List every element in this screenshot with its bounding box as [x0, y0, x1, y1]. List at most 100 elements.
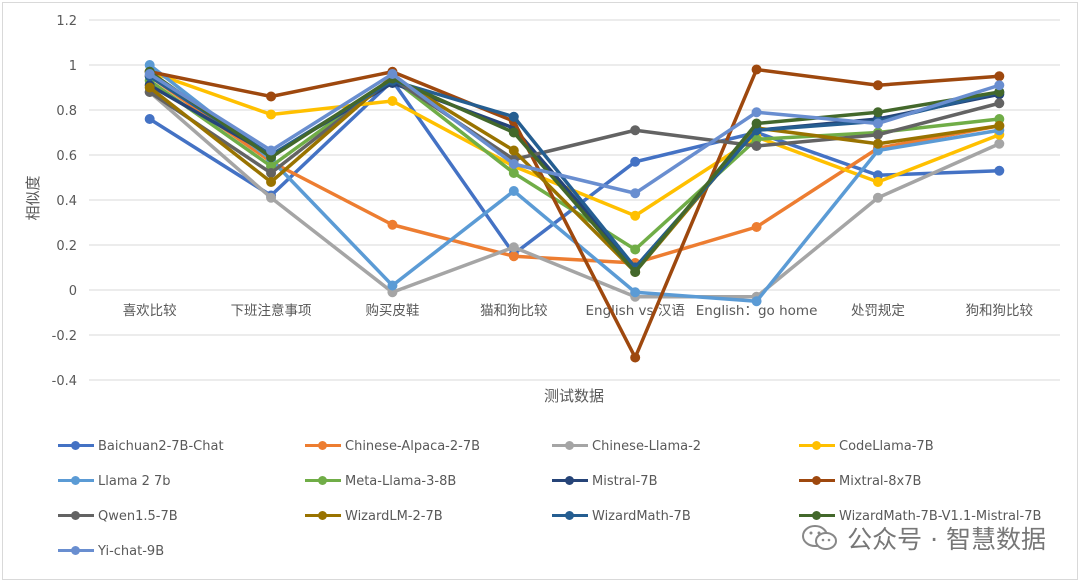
data-point — [872, 138, 883, 149]
data-point — [508, 159, 519, 169]
legend-item: WizardMath-7B — [552, 506, 691, 526]
series-line — [148, 74, 1000, 274]
legend-item: Baichuan2-7B-Chat — [58, 436, 224, 456]
watermark-text: 公众号 · 智慧数据 — [847, 525, 1046, 554]
data-point — [630, 287, 641, 298]
data-point — [387, 280, 398, 291]
data-point — [751, 118, 762, 129]
data-point — [266, 145, 277, 156]
legend-marker-icon — [58, 471, 94, 491]
series-line — [148, 90, 1001, 299]
legend-marker-icon — [305, 471, 341, 491]
data-point — [387, 219, 398, 230]
data-point — [994, 120, 1005, 131]
data-point — [994, 165, 1005, 176]
series-line — [148, 70, 1000, 274]
data-point — [508, 145, 519, 156]
y-tick-label: -0.4 — [52, 374, 77, 389]
legend-marker-icon — [799, 436, 835, 456]
data-point — [872, 192, 883, 203]
data-point — [630, 244, 641, 255]
legend-item: Chinese-Alpaca-2-7B — [305, 436, 480, 456]
data-point — [994, 80, 1005, 91]
legend-label: WizardLM-2-7B — [345, 508, 443, 524]
data-point — [751, 64, 762, 75]
wechat-icon — [802, 525, 838, 550]
series-line — [148, 74, 1000, 265]
data-point — [266, 192, 277, 203]
series-line — [148, 72, 1000, 195]
data-point — [387, 69, 398, 79]
y-tick-label: -0.2 — [52, 329, 77, 344]
legend-marker-icon — [58, 506, 94, 526]
legend-label: WizardMath-7B-V1.1-Mistral-7B — [839, 508, 1042, 524]
data-point — [630, 188, 641, 199]
data-point — [630, 210, 641, 221]
data-point — [872, 129, 883, 140]
x-axis-label: 测试数据 — [544, 387, 604, 405]
x-tick-label: 购买皮鞋 — [365, 303, 419, 319]
legend-item: WizardLM-2-7B — [305, 506, 443, 526]
data-point — [994, 71, 1005, 82]
legend-label: Yi-chat-9B — [98, 543, 165, 559]
legend-label: Qwen1.5-7B — [98, 508, 178, 524]
data-point — [266, 91, 277, 102]
data-point — [994, 98, 1005, 109]
legend-marker-icon — [305, 506, 341, 526]
series-yi-chat-9b — [144, 69, 1005, 199]
legend-marker-icon — [799, 506, 835, 526]
y-axis-label: 相似度 — [24, 175, 42, 220]
legend-marker-icon — [552, 506, 588, 526]
legend-item: Llama 2 7b — [58, 471, 171, 491]
data-point — [751, 107, 762, 118]
data-point — [266, 109, 277, 120]
legend-item: Chinese-Llama-2 — [552, 436, 701, 456]
x-tick-label: English：go home — [696, 303, 818, 319]
legend-marker-icon — [58, 436, 94, 456]
data-point — [508, 242, 519, 253]
legend-label: WizardMath-7B — [592, 508, 691, 524]
legend-item: Qwen1.5-7B — [58, 506, 178, 526]
legend-label: Llama 2 7b — [98, 473, 171, 489]
x-tick-label: 狗和狗比较 — [966, 303, 1034, 319]
legend-item: CodeLlama-7B — [799, 436, 934, 456]
x-tick-label: 喜欢比较 — [123, 303, 177, 319]
series-line — [149, 67, 1000, 360]
legend-marker-icon — [58, 541, 94, 561]
legend-marker-icon — [552, 436, 588, 456]
data-point — [508, 111, 519, 122]
data-point — [508, 186, 519, 196]
legend-item: Mistral-7B — [552, 471, 658, 491]
x-tick-label: 处罚规定 — [851, 303, 905, 319]
series-line — [148, 79, 1000, 256]
y-tick-label: 0.8 — [56, 104, 77, 119]
y-tick-label: 0 — [69, 284, 77, 299]
data-point — [508, 168, 519, 178]
legend-label: Mistral-7B — [592, 473, 658, 489]
data-point — [387, 96, 398, 106]
data-point — [630, 156, 641, 167]
legend-item: Meta-Llama-3-8B — [305, 471, 456, 491]
data-point — [872, 107, 883, 118]
data-point — [630, 267, 641, 277]
y-tick-label: 1 — [69, 59, 77, 74]
y-tick-label: 1.2 — [56, 14, 77, 29]
legend-label: Baichuan2-7B-Chat — [98, 438, 224, 454]
y-tick-label: 0.6 — [56, 149, 77, 164]
data-point — [630, 352, 641, 363]
data-point — [508, 127, 519, 138]
legend-marker-icon — [305, 436, 341, 456]
legend-item: Mixtral-8x7B — [799, 471, 921, 491]
data-point — [266, 168, 277, 178]
data-point — [751, 222, 762, 232]
data-point — [751, 141, 762, 151]
data-point — [994, 138, 1005, 149]
x-tick-label: 下班注意事项 — [231, 302, 312, 319]
y-tick-label: 0.4 — [56, 194, 77, 209]
data-point — [144, 114, 155, 124]
data-point — [630, 125, 641, 136]
watermark: 公众号 · 智慧数据 — [801, 520, 1046, 556]
data-point — [508, 251, 519, 262]
